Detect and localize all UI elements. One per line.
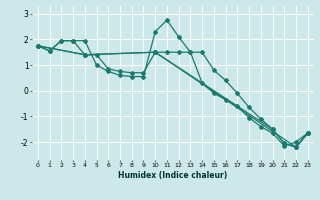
X-axis label: Humidex (Indice chaleur): Humidex (Indice chaleur): [118, 171, 228, 180]
